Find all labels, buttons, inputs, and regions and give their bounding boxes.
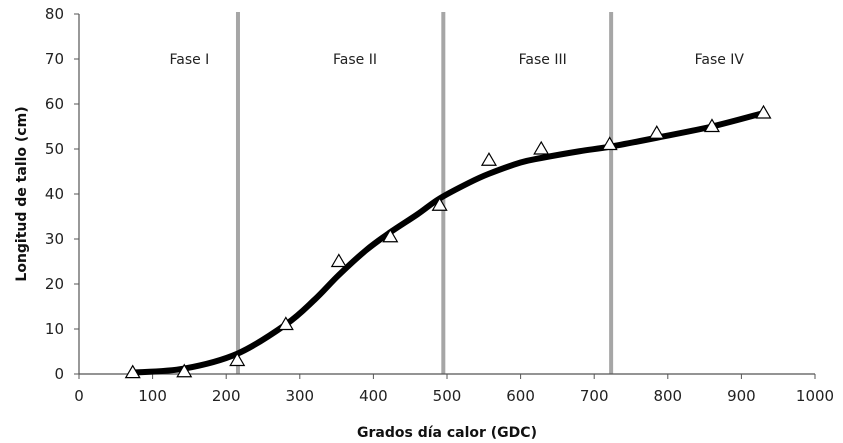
y-tick-label: 0	[54, 365, 64, 383]
x-tick-label: 300	[285, 387, 314, 405]
data-point-triangle	[124, 364, 141, 379]
data-point-triangle	[703, 118, 721, 133]
x-tick-label: 0	[74, 387, 84, 405]
data-point-triangle	[755, 104, 772, 119]
data-point-triangle	[277, 316, 294, 331]
x-tick-label: 1000	[796, 387, 834, 405]
y-tick-label: 50	[45, 140, 64, 158]
data-point-triangle	[330, 253, 347, 268]
data-point-triangle	[229, 352, 246, 367]
y-tick-label: 20	[45, 275, 64, 293]
phase-label: Fase II	[333, 52, 377, 68]
data-point-triangle	[382, 228, 399, 243]
y-tick-label: 80	[45, 5, 64, 23]
data-point-triangle	[431, 197, 448, 211]
y-tick-label: 10	[45, 320, 64, 338]
y-axis-label: Longitud de tallo (cm)	[14, 106, 30, 281]
x-tick-label: 500	[433, 387, 462, 405]
x-tick-label: 400	[359, 387, 388, 405]
data-point-triangle	[648, 125, 665, 139]
phase-label: Fase IV	[695, 52, 745, 68]
data-point-triangle	[480, 152, 497, 166]
x-tick-label: 900	[727, 387, 756, 405]
x-tick-label: 100	[138, 387, 167, 405]
y-tick-label: 60	[45, 95, 64, 113]
x-tick-label: 700	[580, 387, 609, 405]
fitted-curve	[129, 110, 767, 376]
data-point-triangle	[601, 136, 618, 151]
x-tick-label: 600	[506, 387, 535, 405]
data-point-triangle	[176, 363, 193, 378]
phase-label: Fase III	[519, 52, 567, 68]
phase-label: Fase I	[169, 52, 209, 68]
y-tick-label: 70	[45, 50, 64, 68]
y-tick-label: 30	[45, 230, 64, 248]
y-tick-label: 40	[45, 185, 64, 203]
x-axis-label: Grados día calor (GDC)	[357, 425, 537, 441]
data-point-triangle	[533, 140, 550, 155]
x-tick-label: 200	[212, 387, 241, 405]
x-tick-label: 800	[653, 387, 682, 405]
